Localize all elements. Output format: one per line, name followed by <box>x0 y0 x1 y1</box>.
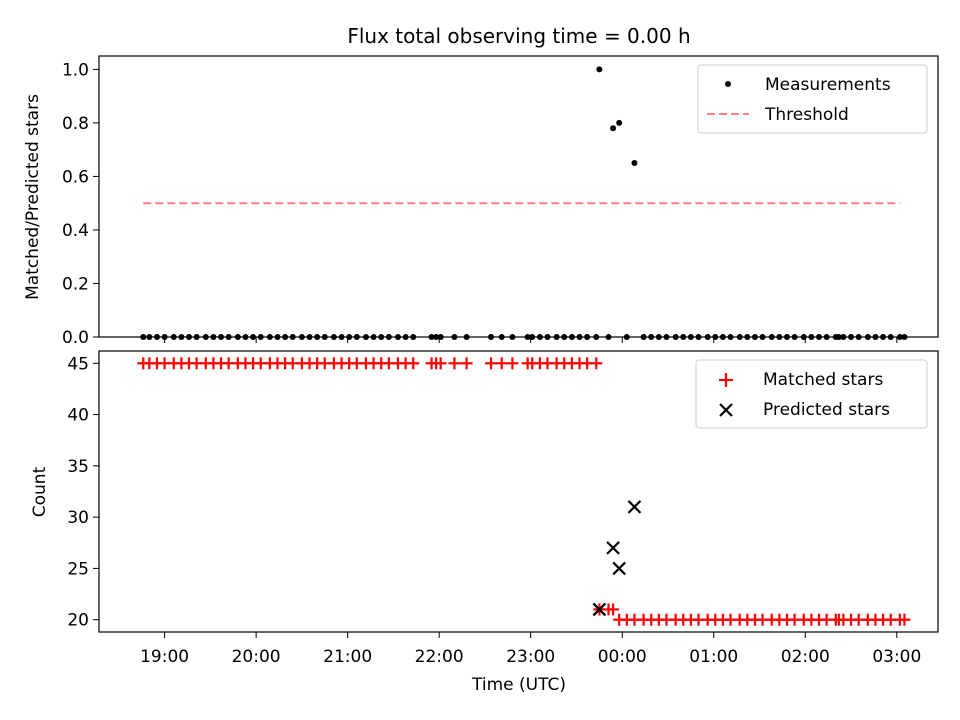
point-matched-stars <box>434 357 447 370</box>
bottom-x-tick-label: 20:00 <box>232 647 281 667</box>
bottom-legend: Matched stars Predicted stars <box>695 359 928 429</box>
bottom-y-tick-label: 40 <box>67 406 89 426</box>
point-measurements <box>631 160 638 167</box>
bottom-legend-box <box>695 359 928 429</box>
bottom-x-tick-label: 21:00 <box>323 647 372 667</box>
top-y-tick-label: 0.4 <box>62 221 89 241</box>
bottom-y-tick-label: 45 <box>67 354 89 374</box>
bottom-y-tick-label: 35 <box>67 457 89 477</box>
bottom-y-tick-label: 20 <box>67 611 89 631</box>
point-predicted-stars <box>612 561 626 576</box>
bottom-x-axis: 19:00 20:00 21:00 22:00 23:00 00:00 01:00 02:00… <box>140 632 921 667</box>
bottom-x-tick-label: 03:00 <box>872 647 921 667</box>
legend-label-measurements: Measurements <box>765 75 891 95</box>
bottom-plot-area <box>137 357 911 626</box>
top-y-tick-label: 0.0 <box>62 328 89 348</box>
bottom-y-axis: 20 25 30 35 40 45 <box>67 354 99 631</box>
top-y-axis-title: Matched/Predicted stars <box>23 94 43 300</box>
point-matched-stars <box>495 357 508 370</box>
point-matched-stars <box>460 357 473 370</box>
top-y-tick-label: 1.0 <box>62 60 89 80</box>
bottom-x-tick-label: 23:00 <box>506 647 555 667</box>
bottom-x-tick-label: 19:00 <box>140 647 189 667</box>
top-y-tick-label: 0.8 <box>62 114 89 134</box>
top-plot-frame <box>98 55 939 338</box>
bottom-x-tick-label: 02:00 <box>781 647 830 667</box>
legend-label-threshold: Threshold <box>764 105 849 125</box>
top-chart-title: Flux total observing time = 0.00 h <box>347 24 690 48</box>
top-y-axis: 0.0 0.2 0.4 0.6 0.8 1.0 <box>62 60 99 348</box>
point-matched-stars <box>607 603 620 616</box>
point-predicted-stars <box>627 500 642 514</box>
point-matched-stars <box>407 357 420 370</box>
top-y-tick-label: 0.6 <box>62 167 89 187</box>
bottom-x-tick-label: 01:00 <box>689 647 738 667</box>
legend-marker-predicted-stars <box>719 403 733 417</box>
top-x-axis <box>164 337 898 343</box>
bottom-plot-frame <box>98 350 939 633</box>
bottom-x-tick-label: 22:00 <box>415 647 464 667</box>
point-measurements <box>610 125 617 132</box>
top-legend: Measurements Threshold <box>697 64 928 134</box>
legend-label-predicted-stars: Predicted stars <box>763 400 890 420</box>
bottom-x-tick-label: 00:00 <box>598 647 647 667</box>
bottom-x-axis-title: Time (UTC) <box>471 675 566 695</box>
top-legend-box <box>697 64 928 134</box>
point-matched-stars <box>448 357 461 370</box>
bottom-y-axis-title: Count <box>30 466 50 517</box>
bottom-y-tick-label: 25 <box>67 559 89 579</box>
legend-marker-measurements <box>725 81 731 87</box>
point-matched-stars <box>590 357 603 370</box>
point-matched-stars <box>485 357 498 370</box>
point-matched-stars <box>898 613 911 626</box>
point-matched-stars <box>506 357 519 370</box>
bottom-y-tick-label: 30 <box>67 508 89 528</box>
point-predicted-stars <box>606 541 620 555</box>
point-measurements <box>616 119 623 126</box>
legend-label-matched-stars: Matched stars <box>763 370 883 390</box>
top-y-tick-label: 0.2 <box>62 274 89 294</box>
point-predicted-stars <box>592 602 607 617</box>
point-measurements <box>596 66 603 73</box>
legend-marker-matched-stars <box>719 373 733 387</box>
